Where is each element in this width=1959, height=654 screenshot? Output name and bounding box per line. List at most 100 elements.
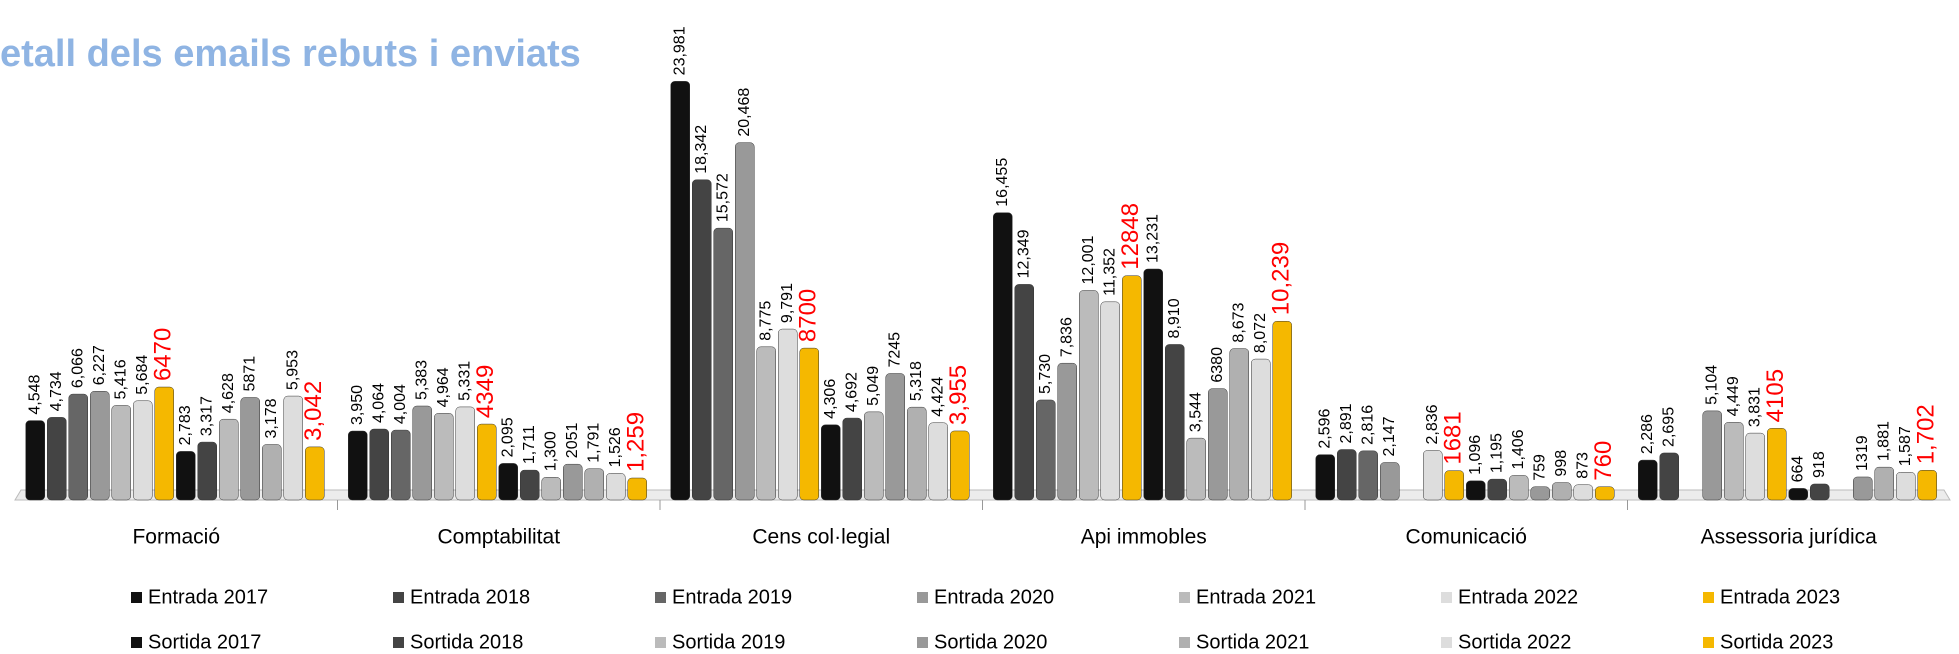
value-label: 4,692: [843, 372, 860, 412]
bar: [90, 391, 110, 501]
bar: [369, 428, 389, 501]
bar: [821, 424, 841, 501]
value-label: 2051: [564, 422, 581, 458]
value-label: 918: [1811, 451, 1828, 478]
bar: [864, 411, 884, 501]
bar: [842, 417, 862, 501]
value-label: 4,548: [26, 374, 43, 414]
legend-label: Entrada 2023: [1720, 586, 1840, 608]
value-label: 5,104: [1703, 365, 1720, 405]
bar: [1057, 362, 1077, 501]
value-label: 4349: [472, 365, 499, 418]
bar: [477, 423, 497, 501]
bar: [1358, 450, 1378, 501]
value-label: 760: [1590, 441, 1617, 481]
value-label: 5,953: [284, 350, 301, 390]
value-label: 5,318: [908, 361, 925, 401]
bar: [1874, 466, 1894, 501]
legend-label: Sortida 2021: [1196, 631, 1309, 653]
value-label: 1,711: [521, 425, 538, 464]
bar: [1595, 486, 1615, 501]
value-label: 1,881: [1875, 421, 1892, 461]
value-label: 5871: [241, 356, 258, 392]
legend-swatch: [131, 637, 142, 648]
bar: [1745, 432, 1765, 501]
bar: [627, 477, 647, 501]
bar: [735, 142, 755, 501]
bar: [1530, 486, 1550, 501]
value-label: 6380: [1209, 347, 1226, 383]
value-label: 6470: [150, 328, 177, 381]
legend-label: Sortida 2017: [148, 631, 261, 653]
value-label: 5,416: [112, 359, 129, 399]
bar: [391, 429, 411, 501]
bar: [111, 405, 131, 501]
value-label: 8,910: [1166, 298, 1183, 338]
x-tick-label: Assessoria jurídica: [1701, 526, 1878, 549]
legend-swatch: [1441, 637, 1452, 648]
legend-label: Sortida 2020: [934, 631, 1047, 653]
value-label: 4,064: [370, 383, 387, 423]
value-label: 3,950: [349, 385, 366, 425]
bar: [1659, 452, 1679, 501]
value-label: 4,449: [1725, 376, 1742, 416]
legend-swatch: [1179, 592, 1190, 603]
bar: [1122, 275, 1142, 501]
bar: [1767, 428, 1787, 501]
value-label: 1,259: [623, 412, 650, 472]
legend-swatch: [1179, 637, 1190, 648]
bar: [1143, 268, 1163, 501]
bar: [1036, 399, 1056, 501]
value-label: 4,004: [392, 384, 409, 424]
value-label: 10,239: [1268, 242, 1295, 315]
bar: [1487, 478, 1507, 501]
value-label: 4,734: [48, 371, 65, 411]
value-label: 4,306: [822, 379, 839, 419]
bar: [584, 468, 604, 501]
x-tick-label: Comunicació: [1406, 526, 1527, 549]
bar: [1509, 475, 1529, 501]
bar: [1638, 459, 1658, 501]
value-label: 4105: [1762, 369, 1789, 422]
value-label: 13,231: [1144, 214, 1161, 263]
bar: [283, 395, 303, 501]
value-label: 1,096: [1467, 435, 1484, 475]
value-label: 5,331: [456, 361, 473, 401]
value-label: 12848: [1117, 203, 1144, 270]
value-label: 15,572: [714, 173, 731, 222]
bar: [1079, 290, 1099, 501]
legend-label: Sortida 2019: [672, 631, 785, 653]
bar: [1165, 344, 1185, 501]
bar: [176, 451, 196, 501]
bar: [1208, 388, 1228, 501]
legend-swatch: [1703, 637, 1714, 648]
value-label: 12,349: [1015, 229, 1032, 278]
bar: [928, 422, 948, 501]
value-label: 20,468: [736, 88, 753, 137]
bar: [950, 430, 970, 501]
legend-swatch: [917, 592, 928, 603]
bar: [219, 418, 239, 501]
value-label: 873: [1574, 452, 1591, 479]
value-label: 9,791: [779, 283, 796, 323]
legend-swatch: [1703, 592, 1714, 603]
bar: [240, 397, 260, 501]
legend-swatch: [655, 637, 666, 648]
value-label: 2,783: [177, 405, 194, 445]
bar: [25, 420, 45, 501]
value-label: 2,596: [1316, 409, 1333, 449]
value-label: 1,526: [607, 427, 624, 467]
bar: [1466, 480, 1486, 501]
x-tick-label: Comptabilitat: [437, 526, 560, 549]
value-label: 3,544: [1187, 392, 1204, 432]
bar: [1272, 320, 1292, 501]
legend-label: Sortida 2023: [1720, 631, 1833, 653]
value-label: 4,424: [929, 377, 946, 417]
bar: [670, 81, 690, 501]
value-label: 2,147: [1381, 416, 1398, 456]
value-label: 11,352: [1101, 248, 1118, 296]
legend-label: Entrada 2018: [410, 586, 530, 608]
bar: [692, 179, 712, 501]
bar: [993, 212, 1013, 501]
